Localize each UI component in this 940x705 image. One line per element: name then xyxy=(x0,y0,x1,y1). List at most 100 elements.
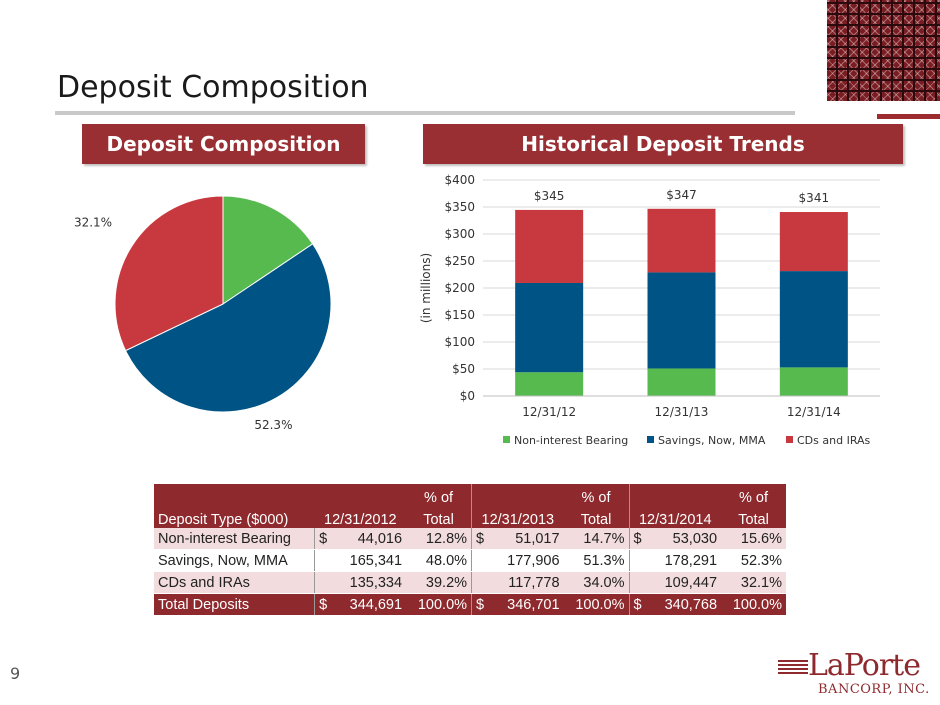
value-cell: $44,016 xyxy=(314,528,407,550)
company-logo: LaPorte BANCORP, INC. xyxy=(778,648,938,698)
y-tick-label: $400 xyxy=(444,173,475,187)
value-cell: 135,334 xyxy=(314,571,407,594)
header-cell: 12/31/2012 xyxy=(314,506,407,528)
row-label: Savings, Now, MMA xyxy=(154,549,316,572)
row-label: Non-interest Bearing xyxy=(154,528,316,550)
pie-slice-2 xyxy=(124,243,332,413)
table-row: Total Deposits $344,691 100.0% $346,701 100.… xyxy=(154,593,786,615)
header-top-cell xyxy=(154,484,315,506)
value-cell: 177,906 xyxy=(471,549,564,572)
percent-cell: 100.0% xyxy=(406,593,473,615)
value-cell: 178,291 xyxy=(629,549,722,572)
deposit-table: % of% of% of Deposit Type ($000) 12/31/201… xyxy=(154,484,786,615)
value-cell: $346,701 xyxy=(471,593,564,615)
bar-total-label: $345 xyxy=(534,189,565,203)
value-cell: $340,768 xyxy=(629,593,722,615)
bar-segment xyxy=(515,282,584,373)
bar-segment xyxy=(779,212,848,272)
percent-cell: 12.8% xyxy=(406,528,473,550)
row-label: CDs and IRAs xyxy=(154,571,316,594)
currency-symbol: $ xyxy=(476,530,485,547)
page-title: Deposit Composition xyxy=(57,70,369,105)
pie-label-3: 32.1% xyxy=(74,216,112,230)
y-axis-label: (in millions) xyxy=(420,253,433,323)
legend-swatch xyxy=(503,436,510,443)
header-top-cell: % of xyxy=(406,484,473,506)
bar-total-label: $347 xyxy=(666,188,697,202)
bar-segment xyxy=(779,367,848,396)
logo-subtitle: BANCORP, INC. xyxy=(818,682,930,697)
currency-symbol: $ xyxy=(319,530,328,547)
amount: 178,291 xyxy=(664,552,718,569)
percent-cell: 51.3% xyxy=(563,549,630,572)
header-top-cell xyxy=(629,484,722,506)
amount: 109,447 xyxy=(664,574,718,591)
bar-segment xyxy=(515,372,584,396)
header-cell: Total xyxy=(721,506,786,528)
amount: 51,017 xyxy=(515,530,560,547)
percent-cell: 14.7% xyxy=(563,528,630,550)
legend-swatch xyxy=(647,436,654,443)
currency-symbol: $ xyxy=(319,596,328,613)
percent-cell: 32.1% xyxy=(721,571,786,594)
bar-segment xyxy=(647,368,716,396)
row-label: Total Deposits xyxy=(154,593,316,615)
bar-segment xyxy=(647,208,716,273)
title-divider xyxy=(55,111,795,115)
decorative-pattern xyxy=(827,0,940,101)
amount: 177,906 xyxy=(507,552,560,569)
value-cell: 109,447 xyxy=(629,571,722,594)
value-cell: $53,030 xyxy=(629,528,722,550)
logo-mark-icon xyxy=(778,660,808,674)
table-row: Non-interest Bearing $44,016 12.8% $51,017 1… xyxy=(154,528,786,550)
percent-cell: 100.0% xyxy=(563,593,630,615)
currency-symbol: $ xyxy=(476,596,485,613)
pie-label-2: 52.3% xyxy=(254,418,292,430)
pie-slice-3 xyxy=(114,195,224,352)
currency-symbol: $ xyxy=(633,596,642,613)
amount: 53,030 xyxy=(672,530,718,547)
header-cell: 12/31/2013 xyxy=(471,506,564,528)
legend-label: Non-interest Bearing xyxy=(514,434,628,447)
amount: 165,341 xyxy=(349,552,403,569)
header-top-cell xyxy=(314,484,407,506)
header-cell: Total xyxy=(406,506,473,528)
y-tick-label: $150 xyxy=(444,308,475,322)
legend: Non-interest Bearing Savings, Now, MMA CDs… xyxy=(503,434,871,447)
header-top-cell xyxy=(471,484,564,506)
y-tick-label: $50 xyxy=(452,362,475,376)
y-tick-label: $100 xyxy=(444,335,475,349)
banner-deposit-composition: Deposit Composition xyxy=(82,124,365,164)
legend-label: Savings, Now, MMA xyxy=(658,434,766,447)
percent-cell: 100.0% xyxy=(721,593,786,615)
header-top-cell: % of xyxy=(563,484,630,506)
value-cell: $51,017 xyxy=(471,528,564,550)
stacked-bar-chart: $0 $50 $100 $150 $200 $250 $300 $350 $400 (in mil… xyxy=(420,173,880,447)
x-tick-label: 12/31/14 xyxy=(787,405,841,419)
header-cell: Total xyxy=(563,506,630,528)
amount: 44,016 xyxy=(357,530,403,547)
x-tick-label: 12/31/13 xyxy=(655,405,709,419)
percent-cell: 39.2% xyxy=(406,571,473,594)
currency-symbol: $ xyxy=(633,530,642,547)
y-tick-label: $350 xyxy=(444,200,475,214)
x-tick-label: 12/31/12 xyxy=(522,405,576,419)
header-top-cell: % of xyxy=(721,484,786,506)
banner-historical-trends: Historical Deposit Trends xyxy=(423,124,903,164)
header-cell: Deposit Type ($000) xyxy=(154,506,315,528)
page-number: 9 xyxy=(10,664,21,683)
value-cell: 117,778 xyxy=(471,571,564,594)
pie-chart: 15.6%52.3%32.1% xyxy=(74,195,332,430)
amount: 346,701 xyxy=(507,596,560,613)
amount: 344,691 xyxy=(349,596,403,613)
bar-segment xyxy=(779,271,848,368)
bar-segment xyxy=(647,272,716,369)
value-cell: 165,341 xyxy=(314,549,407,572)
amount: 340,768 xyxy=(664,596,718,613)
value-cell: $344,691 xyxy=(314,593,407,615)
percent-cell: 48.0% xyxy=(406,549,473,572)
y-tick-label: $300 xyxy=(444,227,475,241)
y-tick-label: $250 xyxy=(444,254,475,268)
legend-swatch xyxy=(786,436,793,443)
table-row: CDs and IRAs 135,334 39.2% 117,778 34.0% 109,… xyxy=(154,571,786,594)
